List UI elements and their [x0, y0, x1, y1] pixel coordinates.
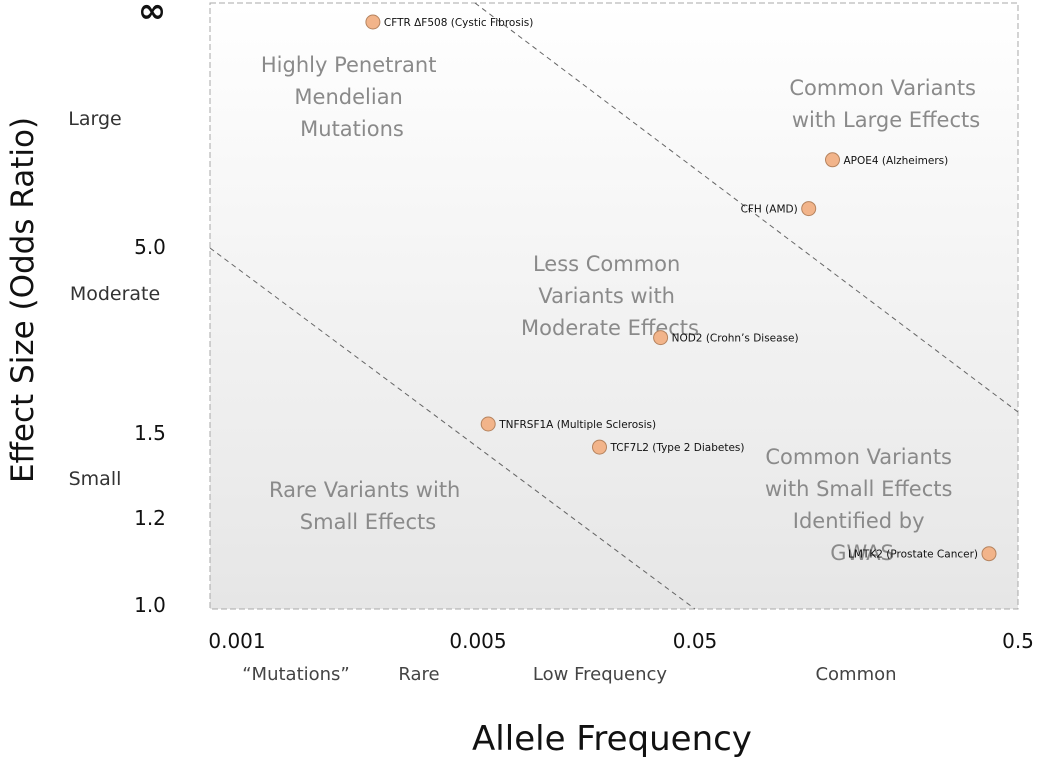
region-label-mendelian: Highly Penetrant Mendelian Mutations [261, 53, 443, 141]
x-category-common: Common [815, 664, 896, 685]
data-point-0 [365, 14, 381, 30]
data-point-6 [981, 546, 997, 562]
region-label-less-common-moderate: Less Common Variants with Moderate Effec… [521, 252, 699, 340]
region-label-common-large: Common Variants with Large Effects [789, 76, 982, 132]
x-category-low-frequency: Low Frequency [533, 664, 668, 685]
data-point-label-0: CFTR ΔF508 (Cystic Fibrosis) [384, 17, 533, 29]
divider-line-lower [209, 247, 696, 610]
data-point-2 [801, 201, 817, 217]
data-point-label-4: TNFRSF1A (Multiple Sclerosis) [498, 419, 656, 431]
x-axis-title: Allele Frequency [472, 719, 752, 759]
plot-area [209, 2, 1019, 610]
data-point-3 [653, 330, 669, 346]
data-point-label-3: NOD2 (Crohn’s Disease) [672, 333, 799, 345]
y-tick-label-1-2: 1.2 [134, 506, 166, 530]
data-point-label-5: TCF7L2 (Type 2 Diabetes) [610, 442, 745, 454]
data-point-label-6: LMTK2 (Prostate Cancer) [848, 549, 978, 561]
data-point-5 [592, 439, 607, 455]
y-band-large: Large [68, 108, 121, 130]
y-tick-label-1-0: 1.0 [134, 593, 166, 617]
data-point-4 [480, 416, 496, 432]
y-tick-label-1-5: 1.5 [134, 421, 166, 445]
data-point-label-1: APOE4 (Alzheimers) [844, 155, 949, 167]
x-category-rare: Rare [398, 664, 439, 685]
data-point-1 [825, 152, 840, 168]
x-tick-label-0-001: 0.001 [208, 629, 265, 653]
region-label-rare-small: Rare Variants with Small Effects [269, 478, 467, 534]
y-tick-label-infinity: ∞ [138, 0, 166, 31]
data-point-label-2: CFH (AMD) [741, 204, 798, 216]
x-category-mutations: “Mutations” [242, 664, 350, 685]
y-band-small: Small [69, 468, 122, 490]
y-band-moderate: Moderate [70, 283, 160, 305]
x-tick-label-0-005: 0.005 [449, 629, 506, 653]
x-tick-label-0-5: 0.5 [1002, 629, 1034, 653]
x-tick-label-0-05: 0.05 [673, 629, 718, 653]
region-label-common-small-gwas: Common Variants with Small Effects Ident… [765, 445, 959, 565]
y-tick-label-5: 5.0 [134, 235, 166, 259]
points-layer: CFTR ΔF508 (Cystic Fibrosis) APOE4 (Alzhe… [365, 14, 997, 562]
y-axis-title: Effect Size (Odds Ratio) [5, 117, 41, 483]
